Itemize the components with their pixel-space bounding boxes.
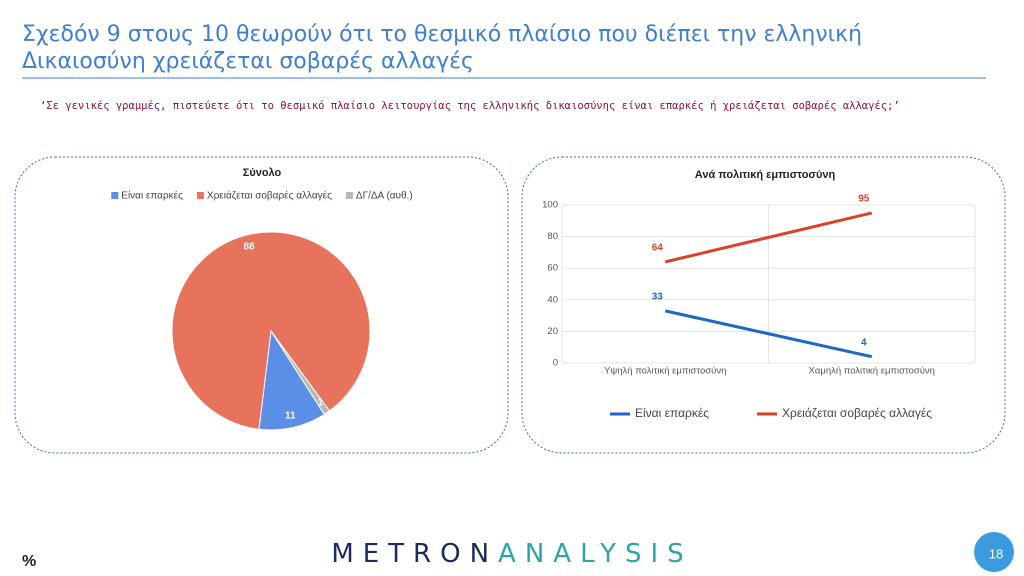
question: ‘Σε γενικές γραμμές, πιστεύετε ότι το θε… <box>40 100 900 112</box>
page-badge <box>974 532 1014 572</box>
legend-swatch <box>196 192 204 199</box>
page-number: 18 <box>989 546 1003 561</box>
y-tick-label: 80 <box>547 231 558 242</box>
logo-part: METRON <box>331 539 498 569</box>
logo: METRONANALYSIS <box>331 539 692 569</box>
data-label: 4 <box>861 337 867 348</box>
unit-label: % <box>22 553 36 570</box>
slide-title: Σχεδόν 9 στους 10 θεωρούν ότι το θεσμικό… <box>22 22 862 47</box>
data-label: 11 <box>285 411 296 422</box>
pie-slice <box>258 329 326 431</box>
y-tick-label: 60 <box>547 263 558 274</box>
chart-title: Σύνολο <box>243 167 282 179</box>
pie-slice <box>171 231 371 430</box>
series-line <box>664 211 873 264</box>
legend-swatch <box>345 192 353 199</box>
y-tick-label: 100 <box>542 200 558 211</box>
data-label: 33 <box>652 292 664 303</box>
panel <box>521 156 1006 454</box>
legend-swatch <box>111 192 119 199</box>
legend-label: Είναι επαρκές <box>635 406 709 420</box>
series-line <box>664 309 873 359</box>
x-tick-label: Υψηλή πολιτική εμπιστοσύνη <box>604 366 726 377</box>
legend-label: Χρειάζεται σοβαρές αλλαγές <box>207 190 332 202</box>
pie-slice <box>270 330 331 416</box>
chart-title: Ανά πολιτική εμπιστοσύνη <box>695 169 836 181</box>
logo-part: ANALYSIS <box>498 539 693 569</box>
y-tick-label: 20 <box>547 326 558 337</box>
data-label: 1 <box>317 398 323 409</box>
data-label: 64 <box>652 243 664 254</box>
y-tick-label: 0 <box>553 358 558 369</box>
data-label: 88 <box>243 241 255 252</box>
slide-title: Δικαιοσύνη χρειάζεται σοβαρές αλλαγές <box>22 49 474 74</box>
data-label: 95 <box>858 194 870 205</box>
panel <box>14 156 509 454</box>
y-tick-label: 40 <box>547 294 558 305</box>
x-tick-label: Χαμηλή πολιτική εμπιστοσύνη <box>809 366 935 377</box>
legend-label: Είναι επαρκές <box>121 190 183 202</box>
legend-label: Χρειάζεται σοβαρές αλλαγές <box>782 406 932 420</box>
legend-label: ΔΓ/ΔΑ (αυθ.) <box>356 191 413 202</box>
